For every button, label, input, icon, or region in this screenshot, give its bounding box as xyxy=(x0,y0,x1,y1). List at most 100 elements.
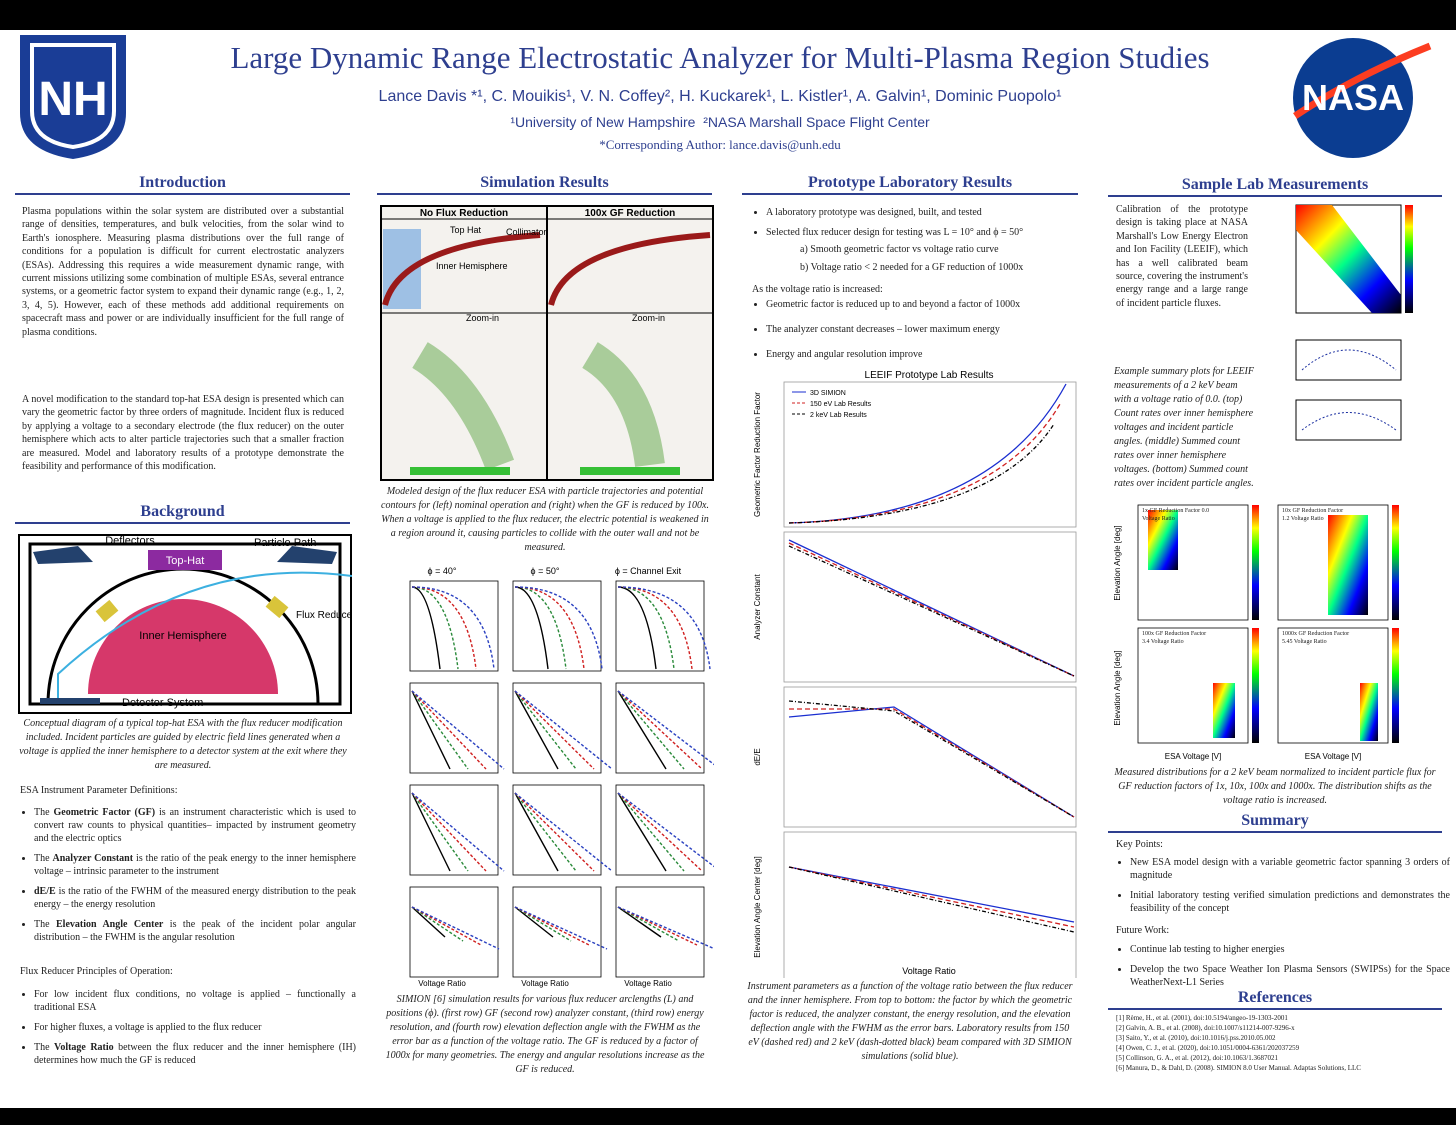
panel-title: 100x GF Reduction xyxy=(585,208,676,219)
list-item: The Analyzer Constant is the ratio of th… xyxy=(34,852,356,878)
curve xyxy=(411,690,487,770)
nasa-logo: NASA xyxy=(1293,38,1432,158)
x-axis-label: Voltage Ratio xyxy=(902,966,956,976)
curve xyxy=(788,403,1061,524)
colorbar xyxy=(1392,505,1399,620)
curve xyxy=(514,792,613,872)
prototype-chart: LEEIF Prototype Lab Results 3D SIMION 150 … xyxy=(753,370,1077,978)
summary-plots xyxy=(1295,204,1413,441)
heatmap-grid: 1x GF Reduction Factor 0.0 Voltage Ratio… xyxy=(1113,504,1399,761)
bullet: Develop the two Space Weather Ion Plasma… xyxy=(1130,963,1450,989)
curve xyxy=(411,690,505,770)
curve xyxy=(411,792,469,872)
heatmap-blob xyxy=(1360,683,1378,741)
y-axis-label: Geometric Factor Reduction Factor xyxy=(753,392,762,517)
curve xyxy=(514,690,613,770)
curve xyxy=(514,690,595,770)
plot-frame xyxy=(615,886,705,978)
paragraph: Calibration of the prototype design is t… xyxy=(1116,204,1248,309)
colorbar xyxy=(1392,628,1399,743)
caption: Instrument parameters as a function of t… xyxy=(747,981,1073,1062)
text-part: The xyxy=(34,1042,55,1053)
curve xyxy=(514,906,572,942)
section-heading: Simulation Results xyxy=(377,174,712,195)
simulation-figure: No Flux Reduction 100x GF Reduction Top … xyxy=(380,205,714,481)
bullets: Geometric factor is reduced up to and be… xyxy=(752,298,1088,368)
text-part: Voltage Ratio xyxy=(54,1042,114,1053)
heatmap-title-box: 10x GF Reduction Factor 1.2 Voltage Rati… xyxy=(1282,508,1344,522)
unh-text: NH xyxy=(38,73,107,126)
bullet: New ESA model design with a variable geo… xyxy=(1130,856,1450,882)
bottom-bar xyxy=(0,1108,1456,1125)
colorbar xyxy=(1252,628,1259,743)
curve xyxy=(617,690,667,770)
heatmap-title-box: 100x GF Reduction Factor 3.4 Voltage Rat… xyxy=(1142,631,1207,645)
bullet: The analyzer constant decreases – lower … xyxy=(766,323,1088,336)
curve xyxy=(514,586,549,670)
subheading: Key Points: xyxy=(1116,839,1163,850)
figure-label: Inner Hemisphere xyxy=(436,261,508,271)
colorbar xyxy=(1252,505,1259,620)
curve xyxy=(514,906,608,950)
heatmap-blob xyxy=(1148,510,1178,570)
x-axis-label: Voltage Ratio xyxy=(418,979,466,988)
paragraph: A novel modification to the standard top… xyxy=(22,394,344,473)
curve xyxy=(514,906,590,946)
figure-label: Zoom-in xyxy=(632,313,665,323)
bullet: Energy and angular resolution improve xyxy=(766,348,1088,361)
y-axis-label: Analyzer Constant xyxy=(753,574,762,640)
plot-frame xyxy=(512,784,602,876)
text-part: Analyzer Constant xyxy=(52,853,134,864)
curve xyxy=(411,906,464,942)
curve xyxy=(514,586,567,670)
text-part: For higher fluxes, a voltage is applied … xyxy=(34,1022,262,1033)
plot-frame xyxy=(783,381,1077,528)
section-heading: Prototype Laboratory Results xyxy=(742,174,1078,195)
curve xyxy=(514,792,577,872)
subheading: Flux Reducer Principles of Operation: xyxy=(20,966,173,977)
text-part: between the flux reducer and the inner h… xyxy=(34,1042,357,1066)
caption: Measured distributions for a 2 keV beam … xyxy=(1114,767,1436,806)
x-axis-label: ESA Voltage [V] xyxy=(1305,752,1361,761)
curve xyxy=(411,690,469,770)
heatmap-title: 1000x GF Reduction Factor 5.45 Voltage R… xyxy=(1282,631,1350,645)
curve xyxy=(617,586,711,670)
plot-frame xyxy=(512,682,602,774)
curve xyxy=(617,586,675,670)
figure-label: Top Hat xyxy=(450,225,482,235)
diagram-label: Flux Reducer Ring xyxy=(296,610,352,621)
curve xyxy=(411,792,505,872)
curve xyxy=(789,708,1075,818)
list-item: The Elevation Angle Center is the peak o… xyxy=(34,918,356,944)
legend-label: 150 eV Lab Results xyxy=(810,401,872,408)
text-part: Geometric Factor (GF) xyxy=(53,807,156,818)
curve xyxy=(514,690,559,770)
list-item: The Geometric Factor (GF) is an instrume… xyxy=(34,806,356,845)
heatmap-title: 10x GF Reduction Factor 1.2 Voltage Rati… xyxy=(1282,508,1344,522)
paragraph: Plasma populations within the solar syst… xyxy=(22,206,344,338)
subheading: ESA Instrument Parameter Definitions: xyxy=(20,785,178,796)
plot-title: ϕ = 50° xyxy=(531,566,560,576)
heatmap-title: 100x GF Reduction Factor 3.4 Voltage Rat… xyxy=(1142,631,1207,645)
plot-frame xyxy=(409,682,499,774)
curve xyxy=(617,906,662,938)
bullet: Initial laboratory testing verified simu… xyxy=(1130,889,1450,915)
plot-frame xyxy=(783,531,1077,683)
caption: Conceptual diagram of a typical top-hat … xyxy=(19,718,347,771)
y-axis-label: Elevation Angle Center [deg] xyxy=(753,856,762,957)
section-heading: Introduction xyxy=(15,174,350,195)
caption: Example summary plots for LEEIF measurem… xyxy=(1114,366,1254,489)
heatmap-title-box: 1000x GF Reduction Factor 5.45 Voltage R… xyxy=(1282,631,1350,645)
reference: [1] Rème, H., et al. (2001), doi:10.5194… xyxy=(1116,1014,1288,1022)
diagram-label: Deflectors xyxy=(105,535,155,547)
curve xyxy=(617,690,703,770)
title: Large Dynamic Range Electrostatic Analyz… xyxy=(230,40,1210,75)
simulation-plot-grid: ϕ = 40° ϕ = 50° ϕ = Channel Exit Voltage Ra… xyxy=(409,566,714,988)
heatmap-title-box: 1x GF Reduction Factor 0.0 Voltage Ratio xyxy=(1142,508,1209,522)
figure-label: Collimator xyxy=(506,227,547,237)
plot-frame xyxy=(615,580,705,672)
unh-logo: NH xyxy=(20,35,126,159)
diagram-label: Inner Hemisphere xyxy=(139,630,226,642)
curve xyxy=(788,423,1055,524)
